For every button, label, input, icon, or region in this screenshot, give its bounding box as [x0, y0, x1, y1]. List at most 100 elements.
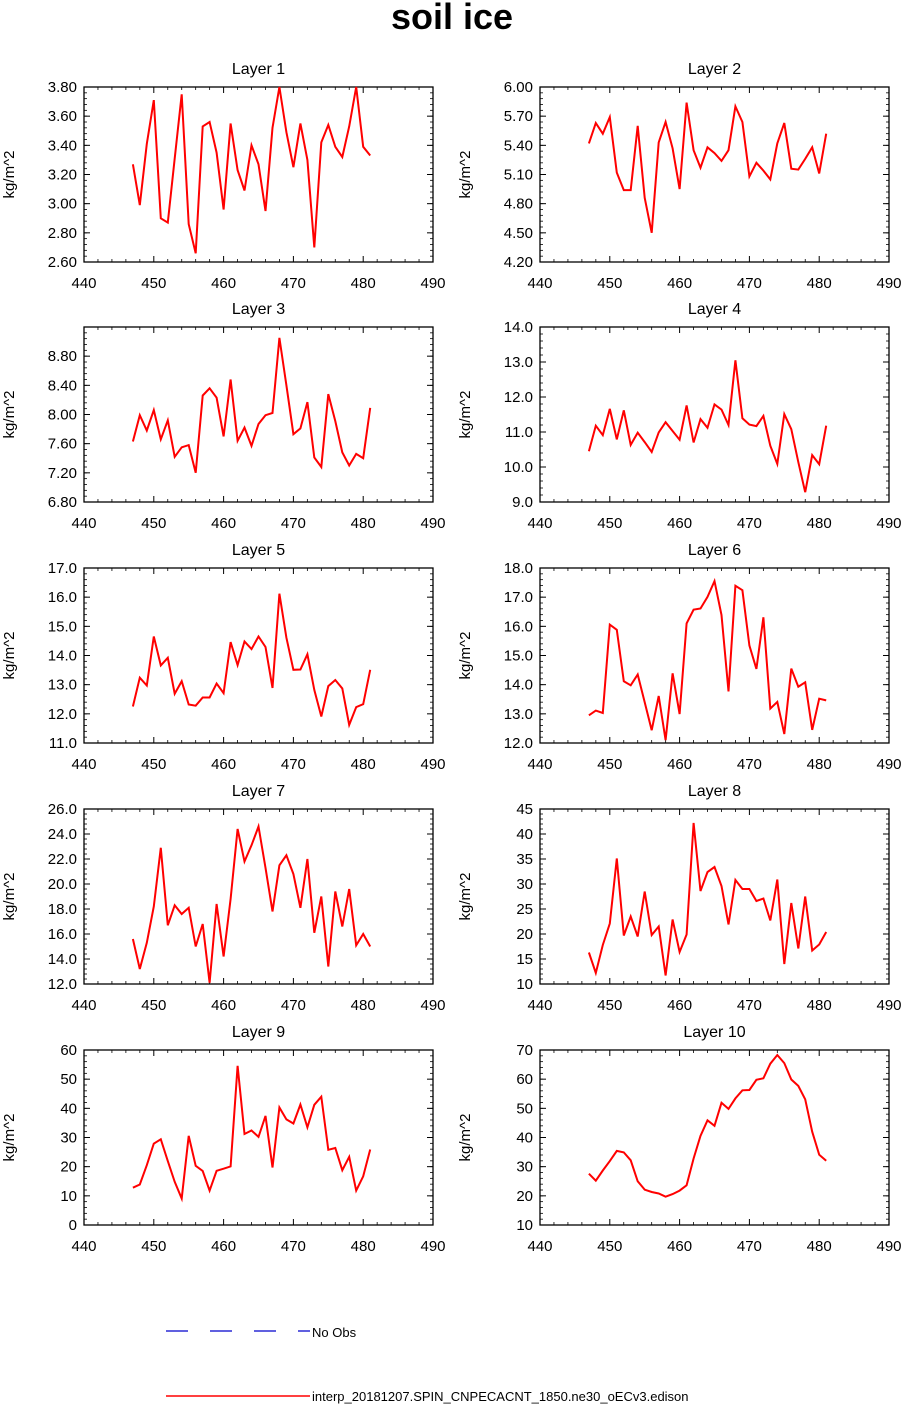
y-tick-label: 4.80	[504, 196, 533, 213]
x-tick-label: 460	[667, 515, 692, 532]
y-tick-label: 18.0	[48, 901, 77, 918]
chart-panel-2: Layer 2 440 450 460 470 480 490 4.20 4.50 4.80 5.1…	[457, 61, 902, 292]
y-tick-label: 5.70	[504, 108, 533, 125]
y-tick-label: 14.0	[48, 648, 77, 665]
x-tick-label: 450	[141, 997, 166, 1014]
x-tick-label: 440	[71, 275, 96, 292]
x-tick-label: 440	[71, 756, 96, 773]
x-tick-label: 460	[667, 275, 692, 292]
x-tick-label: 490	[876, 756, 901, 773]
y-tick-label: 3.80	[48, 79, 77, 96]
y-axis-label: kg/m^2	[457, 151, 474, 199]
y-tick-label: 30	[516, 876, 533, 893]
y-axis-label: kg/m^2	[457, 632, 474, 680]
x-tick-label: 450	[597, 1238, 622, 1255]
y-tick-label: 12.0	[48, 976, 77, 993]
y-tick-label: 35	[516, 851, 533, 868]
x-tick-label: 490	[420, 756, 445, 773]
y-tick-label: 2.60	[48, 254, 77, 271]
panel-title: Layer 3	[232, 301, 285, 318]
y-tick-label: 16.0	[48, 589, 77, 606]
x-tick-label: 480	[807, 275, 832, 292]
y-tick-label: 50	[516, 1100, 533, 1117]
y-tick-label: 6.00	[504, 79, 533, 96]
panel-title: Layer 2	[688, 61, 741, 78]
y-tick-label: 24.0	[48, 826, 77, 843]
x-tick-label: 480	[351, 1238, 376, 1255]
x-tick-label: 440	[527, 275, 552, 292]
y-tick-label: 0	[69, 1217, 77, 1234]
y-tick-label: 10	[516, 976, 533, 993]
x-tick-label: 450	[141, 515, 166, 532]
x-tick-label: 460	[211, 756, 236, 773]
y-axis-label: kg/m^2	[1, 1114, 18, 1162]
y-tick-label: 20	[516, 1188, 533, 1205]
y-tick-label: 20	[516, 926, 533, 943]
x-tick-label: 470	[737, 275, 762, 292]
x-tick-label: 450	[597, 275, 622, 292]
y-tick-label: 14.0	[48, 951, 77, 968]
y-tick-label: 70	[516, 1042, 533, 1059]
y-tick-label: 6.80	[48, 494, 77, 511]
x-tick-label: 470	[281, 756, 306, 773]
panel-title: Layer 8	[688, 783, 741, 800]
y-tick-label: 17.0	[48, 560, 77, 577]
y-tick-label: 60	[60, 1042, 77, 1059]
x-tick-label: 460	[667, 997, 692, 1014]
x-tick-label: 480	[807, 997, 832, 1014]
series-line	[132, 1065, 372, 1203]
x-tick-label: 460	[211, 275, 236, 292]
panel-title: Layer 9	[232, 1024, 285, 1041]
y-tick-label: 45	[516, 801, 533, 818]
y-tick-label: 3.60	[48, 108, 77, 125]
plot-frame	[83, 808, 434, 985]
x-tick-label: 490	[420, 275, 445, 292]
panel-title: Layer 10	[683, 1024, 745, 1041]
x-tick-label: 460	[211, 515, 236, 532]
y-tick-label: 10.0	[504, 459, 533, 476]
y-tick-label: 60	[516, 1071, 533, 1088]
y-tick-label: 18.0	[504, 560, 533, 577]
y-tick-label: 25	[516, 901, 533, 918]
chart-panel-5: Layer 5 440 450 460 470 480 490 11.0 12.0 13.0 14.…	[1, 542, 446, 773]
y-axis-label: kg/m^2	[457, 391, 474, 439]
y-tick-label: 12.0	[48, 706, 77, 723]
x-tick-label: 450	[597, 515, 622, 532]
x-tick-label: 480	[351, 515, 376, 532]
y-axis-label: kg/m^2	[1, 151, 18, 199]
y-tick-label: 17.0	[504, 589, 533, 606]
y-tick-label: 14.0	[504, 677, 533, 694]
series-line	[131, 86, 371, 254]
y-tick-label: 50	[60, 1071, 77, 1088]
x-tick-label: 440	[71, 997, 96, 1014]
chart-panel-1: Layer 1 440 450 460 470 480 490 2.60 2.80 3.00 3.2…	[1, 61, 446, 292]
x-tick-label: 490	[420, 997, 445, 1014]
x-tick-label: 460	[211, 997, 236, 1014]
x-tick-label: 470	[737, 997, 762, 1014]
x-tick-label: 490	[420, 1238, 445, 1255]
y-tick-label: 3.20	[48, 167, 77, 184]
x-tick-label: 440	[527, 997, 552, 1014]
y-tick-label: 2.80	[48, 225, 77, 242]
x-tick-label: 480	[807, 756, 832, 773]
y-tick-label: 13.0	[504, 354, 533, 371]
figure-title: soil ice	[390, 0, 514, 37]
plot-frame	[539, 326, 890, 503]
y-tick-label: 3.00	[48, 196, 77, 213]
series-line	[587, 822, 828, 977]
series-line	[131, 822, 372, 983]
y-tick-label: 26.0	[48, 801, 77, 818]
chart-panel-9: Layer 9 440 450 460 470 480 490 0 10 20 30 40 50 60 kg…	[1, 1024, 446, 1255]
y-tick-label: 7.60	[48, 436, 77, 453]
y-axis-label: kg/m^2	[1, 873, 18, 921]
y-axis-label: kg/m^2	[1, 632, 18, 680]
y-tick-label: 14.0	[504, 319, 533, 336]
series-line	[588, 1053, 827, 1198]
y-tick-label: 11.0	[49, 735, 77, 752]
chart-panel-4: Layer 4 440 450 460 470 480 490 9.0 10.0 11.0 12.0…	[457, 301, 902, 532]
x-tick-label: 460	[667, 756, 692, 773]
plot-frame	[539, 567, 890, 744]
x-tick-label: 490	[420, 515, 445, 532]
x-tick-label: 440	[527, 515, 552, 532]
x-tick-label: 450	[141, 756, 166, 773]
